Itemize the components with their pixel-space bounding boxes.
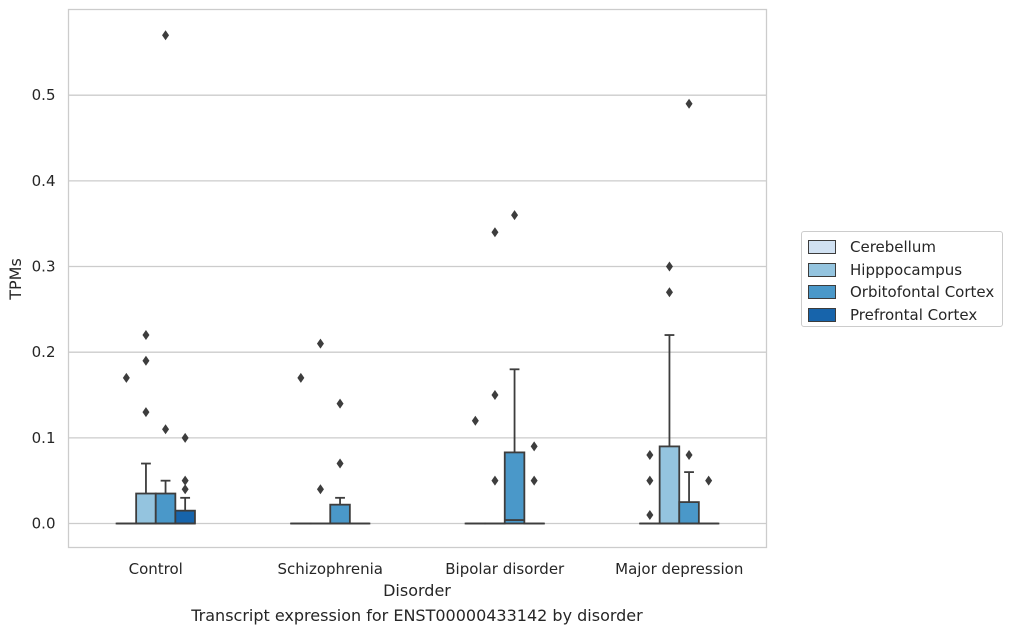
outlier-point	[491, 390, 499, 401]
x-tick-label: Control	[129, 560, 183, 578]
y-tick-label: 0.0	[32, 515, 56, 533]
outlier-point	[665, 261, 673, 272]
y-tick-label: 0.5	[32, 86, 56, 104]
outlier-point	[162, 30, 170, 41]
legend-item: Orbitofontal Cortex	[808, 281, 1002, 304]
box-orbitofontal-cortex	[329, 398, 351, 525]
outlier-point	[685, 449, 693, 460]
outlier-point	[491, 475, 499, 486]
outlier-point	[336, 458, 344, 469]
box-body	[678, 501, 700, 525]
box-hipppocampus	[484, 227, 506, 525]
box-prefrontal-cortex	[523, 441, 545, 525]
outlier-point	[530, 441, 538, 452]
outlier-point	[142, 330, 150, 341]
box-body	[658, 445, 681, 525]
outlier-point	[530, 475, 538, 486]
legend: Cerebellum Hipppocampus Orbitofontal Corte…	[801, 231, 1003, 327]
box-prefrontal-cortex	[174, 432, 196, 525]
outlier-point	[142, 355, 150, 366]
outlier-point	[122, 372, 130, 383]
legend-swatch	[808, 240, 836, 255]
box-body	[154, 492, 177, 525]
box-cerebellum	[290, 372, 312, 525]
figure-caption: Transcript expression for ENST0000043314…	[191, 606, 643, 625]
outlier-point	[511, 210, 519, 221]
outlier-point	[646, 509, 654, 520]
outlier-point	[297, 372, 305, 383]
outlier-point	[316, 338, 324, 349]
outlier-point	[705, 475, 713, 486]
outlier-point	[181, 475, 189, 486]
legend-item: Hipppocampus	[808, 259, 1002, 282]
y-tick-label: 0.3	[32, 258, 56, 276]
x-tick-label: Bipolar disorder	[445, 560, 565, 578]
outlier-point	[181, 484, 189, 495]
outlier-point	[646, 449, 654, 460]
box-body	[174, 509, 196, 525]
x-tick-label: Major depression	[615, 560, 743, 578]
box-cerebellum	[639, 449, 661, 525]
outlier-point	[316, 484, 324, 495]
y-tick-label: 0.4	[32, 172, 56, 190]
box-body	[503, 451, 526, 525]
box-body	[135, 492, 157, 525]
legend-item: Prefrontal Cortex	[808, 304, 1002, 327]
box-orbitofontal-cortex	[678, 98, 700, 525]
legend-swatch	[808, 308, 836, 323]
y-tick-label: 0.1	[32, 429, 56, 447]
outlier-point	[471, 415, 479, 426]
outlier-point	[646, 475, 654, 486]
x-tick-label: Schizophrenia	[278, 560, 383, 578]
outlier-point	[181, 432, 189, 443]
box-prefrontal-cortex	[697, 475, 720, 525]
legend-swatch	[808, 285, 836, 300]
legend-label: Cerebellum	[850, 238, 936, 257]
box-cerebellum	[115, 372, 138, 525]
legend-label: Hipppocampus	[850, 260, 963, 279]
box-body	[329, 503, 351, 525]
legend-item: Cerebellum	[808, 236, 1002, 259]
outlier-point	[665, 287, 673, 298]
y-axis-label: TPMs	[6, 258, 25, 301]
legend-swatch	[808, 262, 836, 277]
outlier-point	[142, 407, 150, 418]
outlier-point	[491, 227, 499, 238]
box-orbitofontal-cortex	[154, 30, 177, 525]
legend-label: Orbitofontal Cortex	[850, 283, 995, 302]
outlier-point	[336, 398, 344, 409]
outlier-point	[685, 98, 693, 109]
outlier-point	[162, 424, 170, 435]
box-hipppocampus	[135, 330, 157, 525]
box-hipppocampus	[309, 338, 332, 525]
box-hipppocampus	[658, 261, 681, 525]
box-orbitofontal-cortex	[503, 210, 526, 525]
plot-area-frame	[67, 8, 768, 549]
x-axis-label: Disorder	[383, 581, 451, 600]
legend-label: Prefrontal Cortex	[850, 306, 978, 325]
box-cerebellum	[464, 415, 487, 525]
y-tick-label: 0.2	[32, 343, 56, 361]
